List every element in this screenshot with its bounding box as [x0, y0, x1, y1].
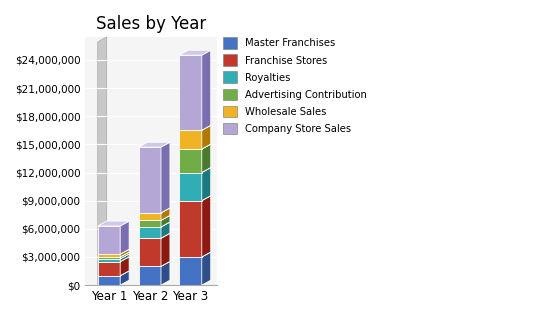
- Polygon shape: [139, 261, 170, 266]
- Polygon shape: [98, 254, 120, 257]
- Polygon shape: [120, 252, 129, 259]
- Title: Sales by Year: Sales by Year: [96, 15, 206, 33]
- Polygon shape: [98, 254, 129, 259]
- Polygon shape: [179, 257, 202, 285]
- Polygon shape: [202, 125, 211, 149]
- Polygon shape: [120, 271, 129, 285]
- Polygon shape: [179, 149, 202, 172]
- Polygon shape: [98, 249, 129, 254]
- Polygon shape: [179, 172, 202, 201]
- Polygon shape: [139, 215, 170, 220]
- Polygon shape: [161, 215, 170, 227]
- Polygon shape: [179, 55, 202, 130]
- Polygon shape: [139, 238, 161, 266]
- Polygon shape: [179, 168, 211, 172]
- Polygon shape: [202, 50, 211, 130]
- Polygon shape: [98, 226, 120, 254]
- Polygon shape: [179, 201, 202, 257]
- Polygon shape: [179, 196, 211, 201]
- Polygon shape: [98, 257, 129, 262]
- Polygon shape: [98, 259, 120, 262]
- Polygon shape: [139, 208, 170, 213]
- Polygon shape: [179, 252, 211, 257]
- Polygon shape: [98, 262, 120, 276]
- Polygon shape: [202, 144, 211, 172]
- Polygon shape: [161, 261, 170, 285]
- Polygon shape: [179, 125, 211, 130]
- Polygon shape: [139, 227, 161, 238]
- Polygon shape: [161, 142, 170, 213]
- Polygon shape: [202, 168, 211, 201]
- Polygon shape: [98, 221, 129, 226]
- Polygon shape: [202, 252, 211, 285]
- Polygon shape: [139, 266, 161, 285]
- Polygon shape: [120, 221, 129, 254]
- Polygon shape: [139, 142, 170, 147]
- Polygon shape: [139, 147, 161, 213]
- Polygon shape: [98, 37, 107, 285]
- Polygon shape: [139, 220, 161, 227]
- Polygon shape: [161, 233, 170, 266]
- Polygon shape: [179, 144, 211, 149]
- Polygon shape: [179, 130, 202, 149]
- Polygon shape: [98, 252, 129, 257]
- Polygon shape: [98, 276, 120, 285]
- Polygon shape: [120, 254, 129, 262]
- Polygon shape: [98, 271, 129, 276]
- Polygon shape: [120, 249, 129, 257]
- Polygon shape: [98, 257, 120, 259]
- Polygon shape: [120, 257, 129, 276]
- Polygon shape: [139, 222, 170, 227]
- Polygon shape: [179, 50, 211, 55]
- Polygon shape: [139, 233, 170, 238]
- Legend: Master Franchises, Franchise Stores, Royalties, Advertising Contribution, Wholes: Master Franchises, Franchise Stores, Roy…: [223, 38, 367, 134]
- Polygon shape: [139, 213, 161, 220]
- Polygon shape: [202, 196, 211, 257]
- Polygon shape: [161, 222, 170, 238]
- Polygon shape: [161, 208, 170, 220]
